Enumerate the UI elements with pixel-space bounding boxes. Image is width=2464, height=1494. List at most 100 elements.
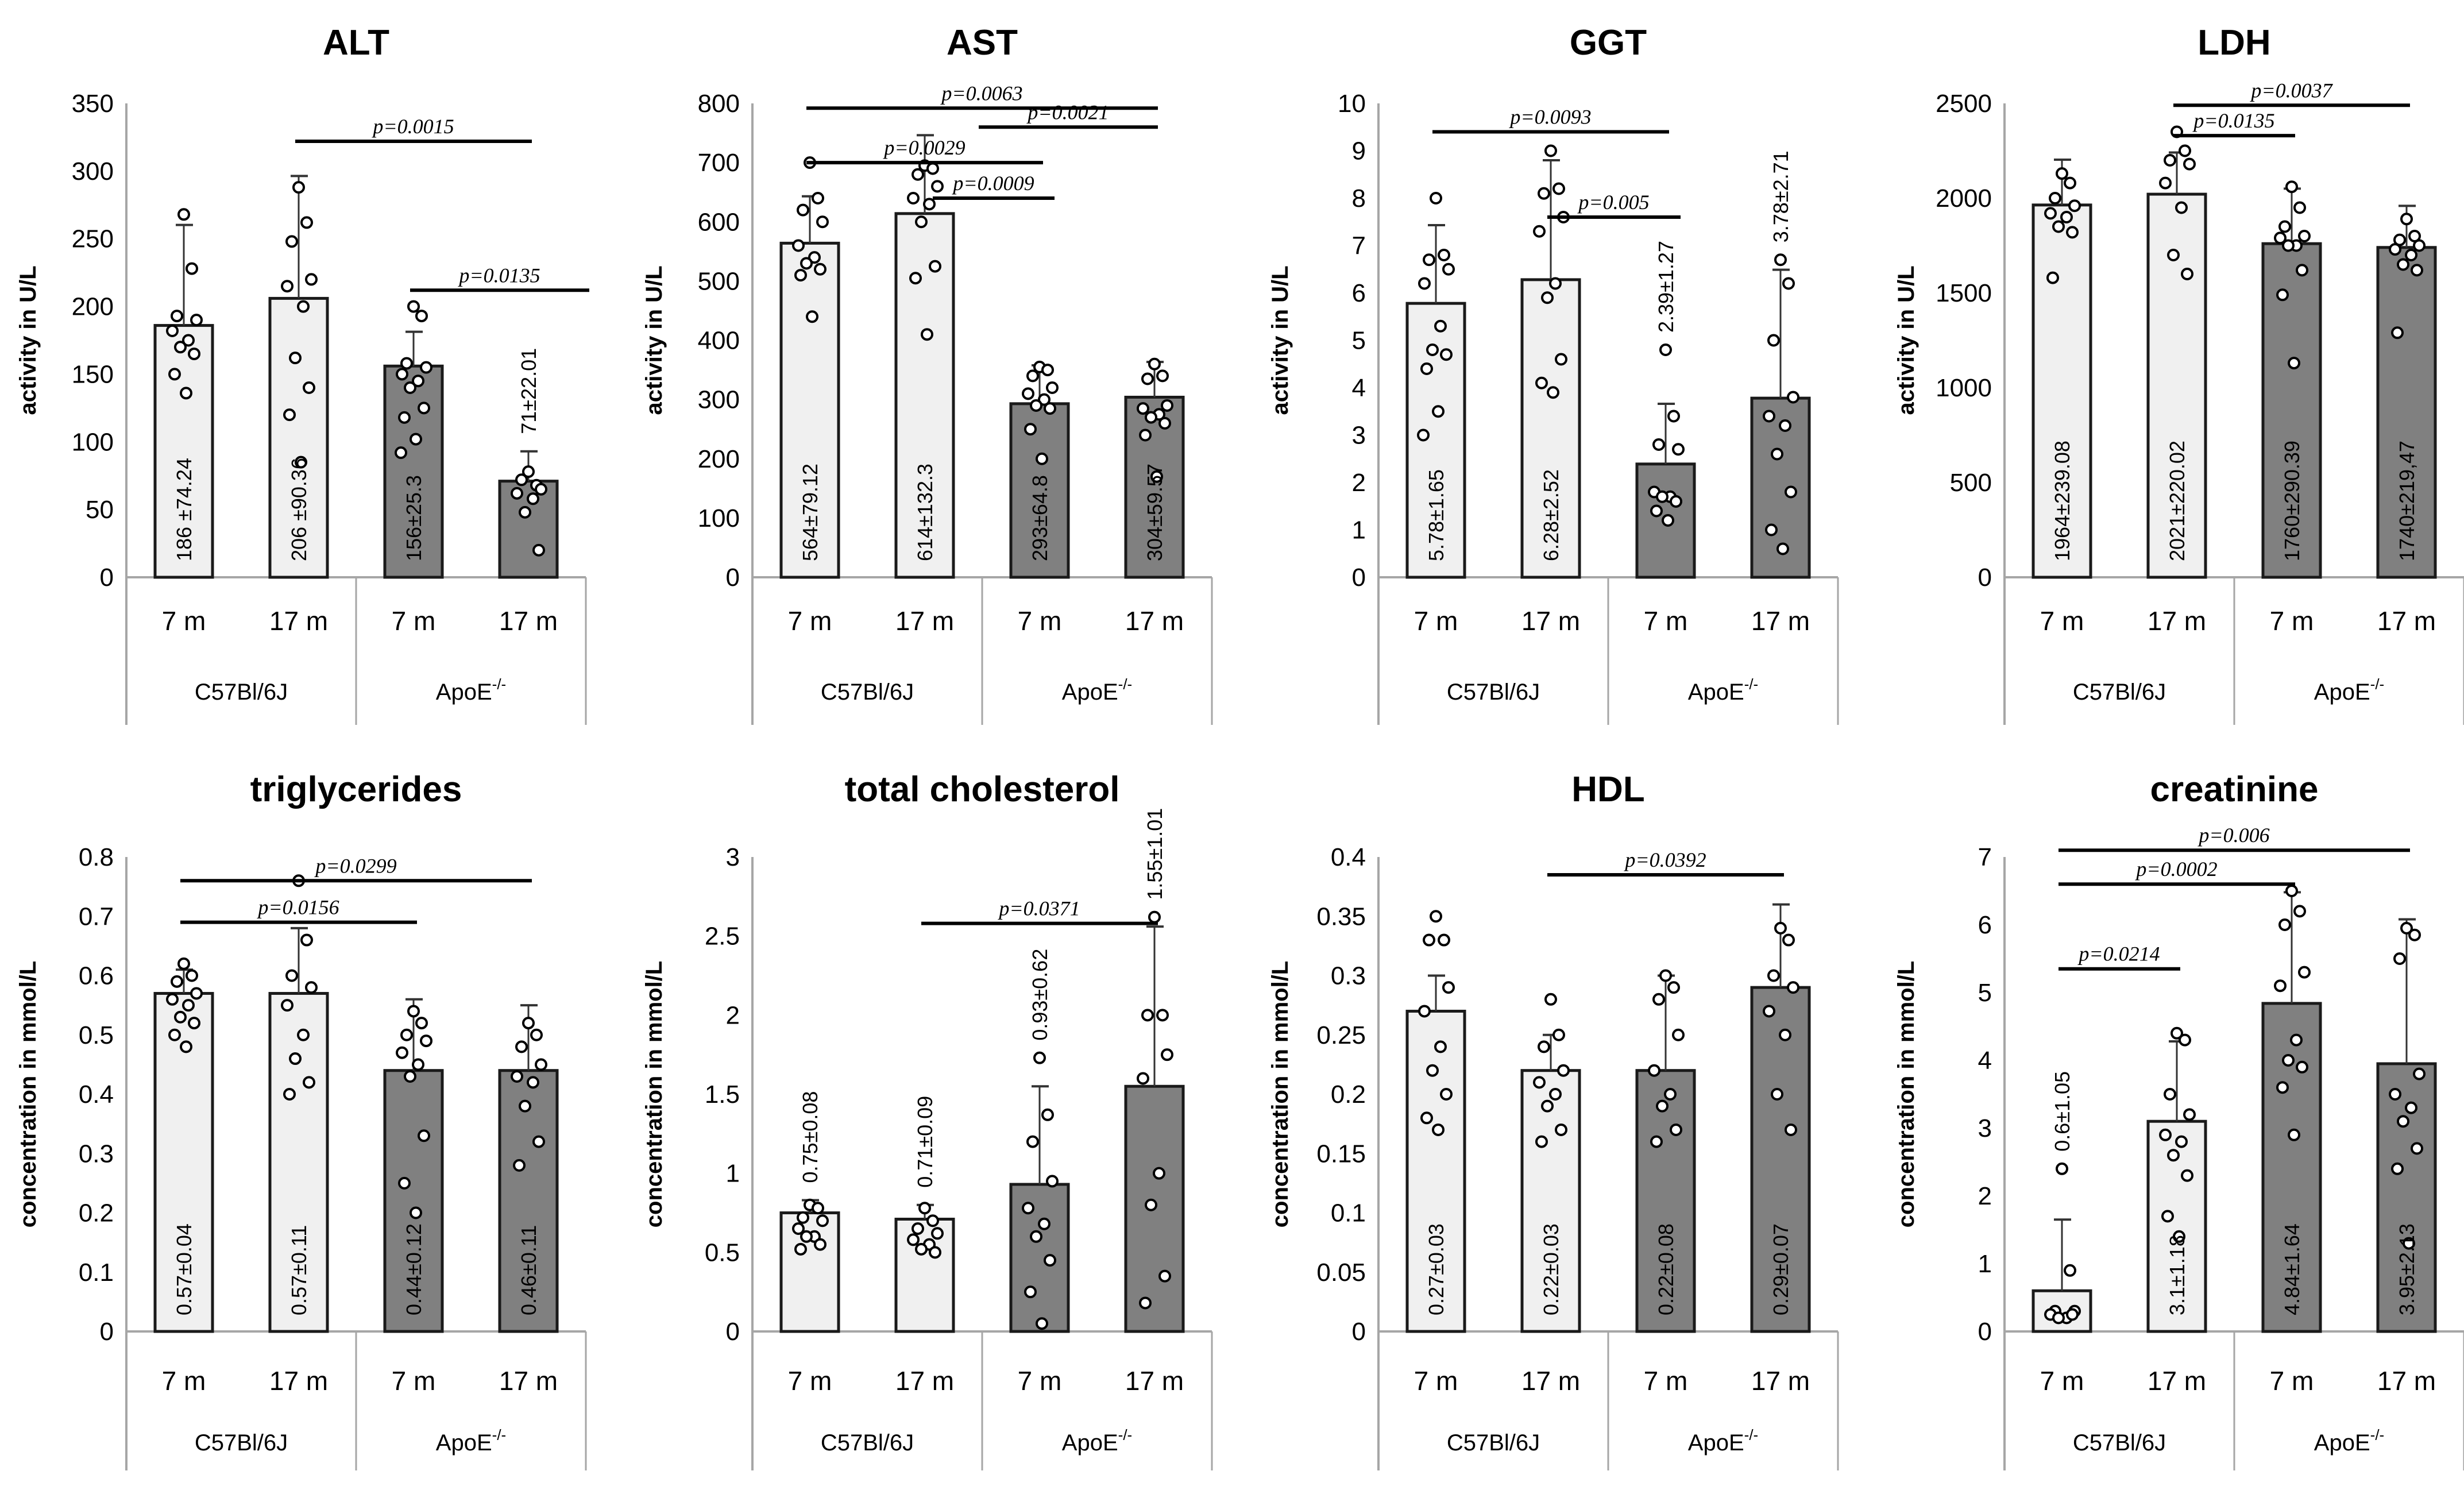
data-point (1041, 364, 1054, 377)
data-point (1787, 981, 1799, 994)
data-point (300, 933, 313, 947)
chart-panel-AST: AST activity in U/L 0 100 200 300 400 500 600 700… (642, 23, 1213, 725)
x-category-label: 17 m (2377, 1366, 2436, 1396)
bar-value-label: 0.6±1.05 (2050, 1071, 2074, 1152)
group-superscript: -/- (492, 1426, 507, 1443)
chart-panel-total-cholesterol: total cholesterol concentration in mmol/L… (642, 770, 1213, 1470)
y-tick-label: 3 (726, 843, 740, 871)
data-point (2274, 231, 2287, 245)
bar (383, 1069, 444, 1333)
data-point (532, 1135, 545, 1148)
data-point (171, 975, 183, 988)
data-point (1763, 410, 1775, 423)
data-point (816, 215, 829, 229)
group-name: C57Bl/6J (1447, 680, 1540, 705)
data-point (1036, 452, 1048, 465)
data-point (1158, 416, 1171, 430)
data-point (2408, 928, 2421, 941)
data-point (1664, 1088, 1677, 1101)
data-point (907, 192, 920, 204)
data-point (1141, 1009, 1154, 1022)
y-tick-label: 300 (72, 157, 114, 186)
y-tick-label: 0.3 (79, 1140, 114, 1168)
x-category-label: 17 m (1521, 1366, 1580, 1396)
x-category-label: 7 m (788, 606, 832, 636)
data-point (1432, 405, 1445, 418)
data-point (1667, 410, 1680, 423)
bar-value-label: 0.29±0.07 (1769, 1223, 1793, 1315)
y-tick-label: 0.25 (1316, 1021, 1366, 1049)
y-tick-label: 0.3 (1331, 962, 1366, 990)
bar (894, 212, 955, 579)
data-point (1440, 1088, 1453, 1101)
data-point (1156, 369, 1169, 383)
p-value-label: p=0.0037 (2249, 79, 2333, 102)
chart-title: triglycerides (250, 770, 462, 809)
p-value-label: p=0.0002 (2134, 858, 2217, 881)
bar-value-label: 614±132.3 (913, 464, 937, 561)
data-point (1420, 1111, 1433, 1125)
data-point (1552, 182, 1565, 195)
data-point (2164, 1088, 2176, 1101)
group-label: ApoE-/- (1688, 1426, 1758, 1456)
data-point (2064, 1264, 2076, 1277)
data-point (1420, 362, 1433, 375)
group-name: C57Bl/6J (195, 1430, 288, 1456)
y-tick-label: 0.8 (79, 843, 114, 871)
data-point (1038, 1217, 1051, 1230)
data-point (1161, 399, 1173, 412)
y-axis-label: activity in U/L (642, 265, 667, 415)
group-label: C57Bl/6J (821, 680, 914, 705)
data-point (2276, 1081, 2289, 1094)
bar-value-label: 0.71±0.09 (913, 1096, 937, 1188)
bar-value-label: 5.78±1.65 (1424, 469, 1448, 561)
y-tick-label: 300 (698, 386, 740, 414)
data-point (404, 1070, 416, 1083)
data-point (168, 1028, 181, 1041)
data-point (396, 1046, 408, 1059)
data-point (535, 1058, 547, 1071)
data-point (1785, 485, 1797, 499)
data-point (182, 334, 195, 347)
data-point (2405, 1101, 2417, 1114)
data-point (926, 1214, 939, 1227)
data-point (166, 325, 179, 337)
group-superscript: -/- (2370, 1426, 2385, 1443)
p-value-label: p=0.0063 (940, 82, 1022, 105)
data-point (2389, 243, 2401, 256)
data-point (2173, 1230, 2185, 1243)
y-axis-label: concentration in mmol/L (1894, 961, 1919, 1227)
data-point (1442, 981, 1455, 994)
bar-value-label: 1964±239.08 (2050, 441, 2074, 561)
y-tick-label: 1000 (1936, 374, 1992, 402)
group-superscript: -/- (1118, 675, 1133, 693)
data-point (2052, 1311, 2065, 1325)
y-tick-label: 0 (100, 563, 114, 592)
x-category-label: 17 m (895, 606, 954, 636)
data-point (2179, 1033, 2191, 1047)
group-name: C57Bl/6J (821, 1430, 914, 1456)
y-tick-label: 0.6 (79, 962, 114, 990)
x-category-label: 17 m (2148, 1366, 2206, 1396)
bar-value-label: 2021±220.02 (2165, 441, 2189, 561)
data-point (297, 300, 310, 313)
data-point (2405, 249, 2417, 261)
data-point (1434, 319, 1447, 333)
group-name: C57Bl/6J (2073, 1430, 2166, 1456)
data-point (2391, 1162, 2404, 1175)
data-point (2393, 952, 2406, 965)
bar-value-label: 3.1±1.18 (2165, 1235, 2189, 1315)
data-point (180, 387, 192, 400)
data-point (812, 192, 824, 204)
data-point (177, 957, 190, 970)
group-label: ApoE-/- (1062, 1426, 1132, 1456)
data-point (1656, 1099, 1669, 1113)
group-superscript: -/- (1118, 1426, 1133, 1443)
data-point (1782, 277, 1795, 290)
data-point (527, 1076, 539, 1089)
y-axis-label: activity in U/L (16, 265, 41, 415)
data-point (1555, 1123, 1567, 1136)
data-point (2175, 201, 2188, 214)
y-tick-label: 0 (1978, 1318, 1992, 1346)
data-point (2282, 239, 2295, 252)
